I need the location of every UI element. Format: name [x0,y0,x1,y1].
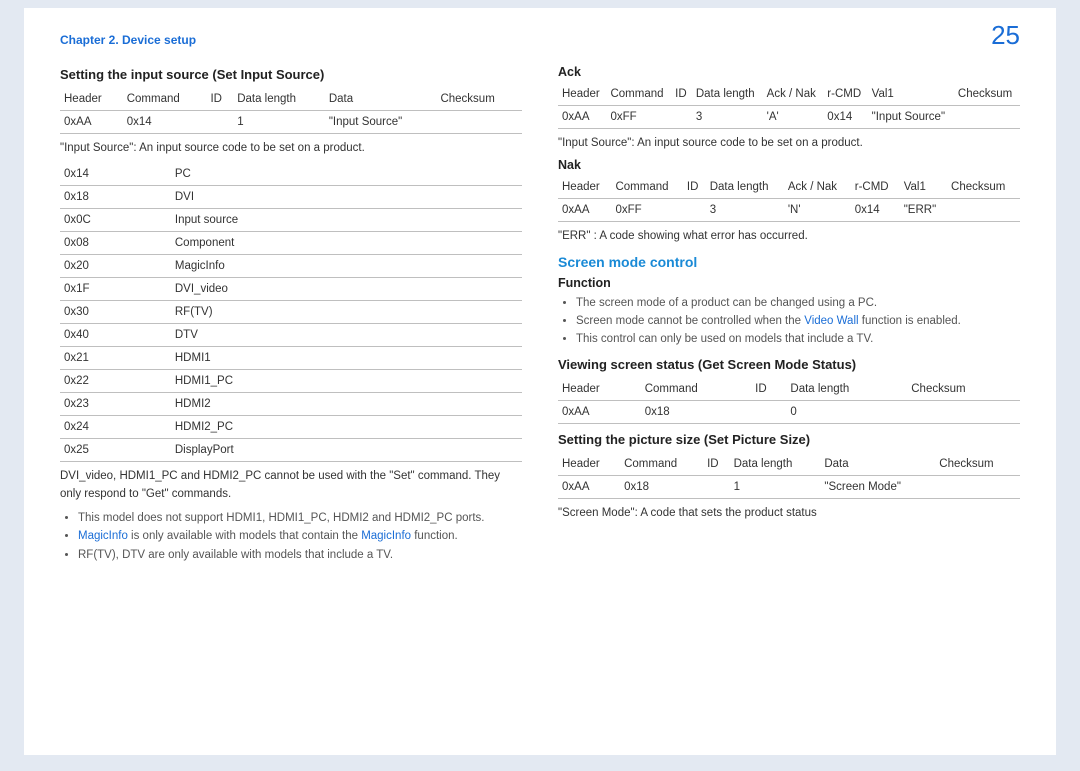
list-item: RF(TV), DTV are only available with mode… [78,546,522,564]
screen-mode-title: Screen mode control [558,254,1020,270]
table-row: 0x14PC [60,163,522,186]
table-row: 0x25DisplayPort [60,439,522,462]
magicinfo-link[interactable]: MagicInfo [361,530,411,542]
ack-title: Ack [558,65,1020,79]
list-item: This control can only be used on models … [576,330,1020,348]
table-header-row: Header Command ID Data length Data Check… [60,88,522,111]
table-row: 0x40DTV [60,324,522,347]
viewing-title: Viewing screen status (Get Screen Mode S… [558,357,1020,372]
table-row: 0x20MagicInfo [60,255,522,278]
setting-picture-title: Setting the picture size (Set Picture Si… [558,432,1020,447]
table-row: 0x30RF(TV) [60,301,522,324]
setting-picture-note: "Screen Mode": A code that sets the prod… [558,505,1020,522]
th: Data length [233,88,325,111]
note-dvi-hdmi: DVI_video, HDMI1_PC and HDMI2_PC cannot … [60,468,522,503]
th: Command [123,88,207,111]
magicinfo-link[interactable]: MagicInfo [78,530,128,542]
table-row: 0x0CInput source [60,209,522,232]
list-item: MagicInfo is only available with models … [78,527,522,545]
list-item: Screen mode cannot be controlled when th… [576,312,1020,330]
page: Chapter 2. Device setup 25 Setting the i… [24,8,1056,755]
list-item: This model does not support HDMI1, HDMI1… [78,509,522,527]
left-bullets: This model does not support HDMI1, HDMI1… [60,509,522,564]
nak-note: "ERR" : A code showing what error has oc… [558,228,1020,245]
video-wall-link[interactable]: Video Wall [804,315,858,327]
table-row: 0x22HDMI1_PC [60,370,522,393]
ack-table: Header Command ID Data length Ack / Nak … [558,83,1020,129]
table-row: 0x24HDMI2_PC [60,416,522,439]
note-input-source: "Input Source": An input source code to … [60,140,522,157]
page-number: 25 [991,20,1020,51]
page-header: Chapter 2. Device setup 25 [24,8,1056,59]
left-column: Setting the input source (Set Input Sour… [60,59,522,570]
table-header-row: Header Command ID Data length Checksum [558,378,1020,401]
right-column: Ack Header Command ID Data length Ack / … [558,59,1020,570]
table-row: 0xAA 0x18 0 [558,400,1020,423]
table-row: 0xAA 0x14 1 "Input Source" [60,111,522,134]
th: Header [60,88,123,111]
table-row: 0xAA 0xFF 3 'N' 0x14 "ERR" [558,199,1020,222]
list-item: The screen mode of a product can be chan… [576,294,1020,312]
ack-note: "Input Source": An input source code to … [558,135,1020,152]
function-label: Function [558,276,1020,290]
table-row: 0xAA 0xFF 3 'A' 0x14 "Input Source" [558,106,1020,129]
nak-table: Header Command ID Data length Ack / Nak … [558,176,1020,222]
table-row: 0x21HDMI1 [60,347,522,370]
set-input-source-title: Setting the input source (Set Input Sour… [60,67,522,82]
viewing-table: Header Command ID Data length Checksum 0… [558,378,1020,424]
setting-picture-table: Header Command ID Data length Data Check… [558,453,1020,499]
content-columns: Setting the input source (Set Input Sour… [24,59,1056,570]
screen-mode-bullets: The screen mode of a product can be chan… [558,294,1020,349]
table-row: 0x08Component [60,232,522,255]
table-row: 0x23HDMI2 [60,393,522,416]
table-row: 0xAA 0x18 1 "Screen Mode" [558,475,1020,498]
th: ID [206,88,233,111]
th: Checksum [436,88,522,111]
table-row: 0x18DVI [60,186,522,209]
table-header-row: Header Command ID Data length Ack / Nak … [558,83,1020,106]
nak-title: Nak [558,158,1020,172]
input-source-codes-table: 0x14PC0x18DVI0x0CInput source0x08Compone… [60,163,522,462]
table-header-row: Header Command ID Data length Data Check… [558,453,1020,476]
table-row: 0x1FDVI_video [60,278,522,301]
chapter-label: Chapter 2. Device setup [60,33,196,47]
set-input-source-table: Header Command ID Data length Data Check… [60,88,522,134]
table-header-row: Header Command ID Data length Ack / Nak … [558,176,1020,199]
th: Data [325,88,437,111]
